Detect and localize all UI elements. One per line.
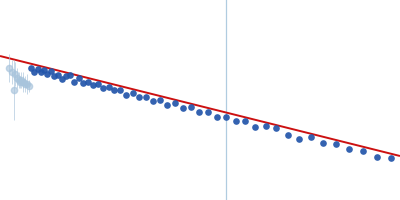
Point <box>360 149 366 152</box>
Point <box>242 120 248 123</box>
Point <box>28 66 34 69</box>
Point <box>273 126 280 129</box>
Point <box>164 103 170 106</box>
Point <box>214 115 220 118</box>
Point <box>143 95 149 99</box>
Point <box>85 80 91 83</box>
Point <box>205 111 211 114</box>
Point <box>55 73 61 76</box>
Point <box>80 82 86 85</box>
Point <box>223 115 229 118</box>
Point <box>232 119 239 122</box>
Point <box>284 133 291 136</box>
Point <box>333 142 339 145</box>
Point <box>59 77 65 81</box>
Point <box>41 68 47 71</box>
Point <box>123 93 130 97</box>
Point <box>136 95 142 98</box>
Point <box>111 89 118 92</box>
Point <box>117 88 124 91</box>
Point <box>31 70 38 73</box>
Point <box>34 67 41 70</box>
Point <box>48 69 54 72</box>
Point <box>252 125 258 128</box>
Point <box>95 82 101 85</box>
Point <box>71 80 78 83</box>
Point <box>150 99 156 102</box>
Point <box>262 124 269 128</box>
Point <box>157 98 163 102</box>
Point <box>67 73 73 77</box>
Point <box>346 147 352 151</box>
Point <box>388 156 394 160</box>
Point <box>51 74 58 77</box>
Point <box>63 75 69 78</box>
Point <box>180 106 186 109</box>
Point <box>44 73 50 76</box>
Point <box>320 141 326 144</box>
Point <box>188 106 194 109</box>
Point <box>130 91 136 95</box>
Point <box>172 102 178 105</box>
Point <box>90 83 96 86</box>
Point <box>106 86 112 89</box>
Point <box>38 71 44 74</box>
Point <box>296 137 302 140</box>
Point <box>308 135 314 138</box>
Point <box>100 87 106 90</box>
Point <box>76 76 82 80</box>
Point <box>374 155 380 158</box>
Point <box>196 110 202 114</box>
